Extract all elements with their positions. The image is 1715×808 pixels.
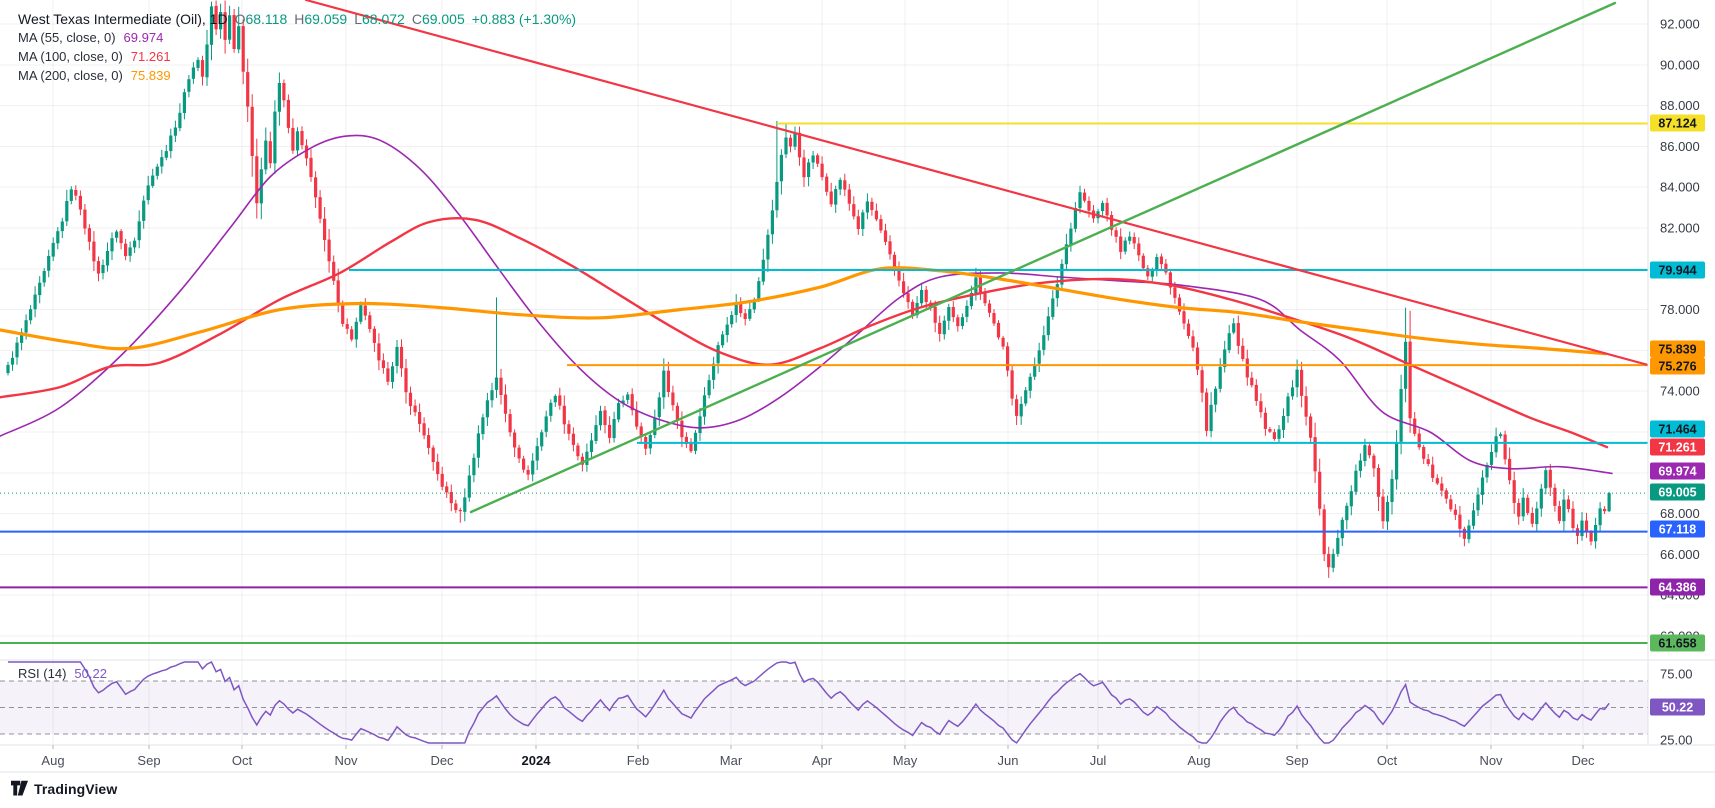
tradingview-logo-text: TradingView [34, 780, 118, 797]
svg-text:69.005: 69.005 [1658, 486, 1696, 500]
svg-text:Oct: Oct [232, 753, 253, 768]
svg-text:88.000: 88.000 [1660, 98, 1700, 113]
svg-text:66.000: 66.000 [1660, 547, 1700, 562]
svg-text:82.000: 82.000 [1660, 221, 1700, 236]
svg-text:Jul: Jul [1090, 753, 1107, 768]
svg-text:25.00: 25.00 [1660, 733, 1693, 748]
axis-price-label: 69.974 [1650, 462, 1705, 480]
time-axis[interactable]: Aug Sep Oct Nov Dec 2024 Feb Mar Apr May Jun Jul Aug… [0, 744, 1715, 773]
axis-price-label: 61.658 [1650, 634, 1705, 652]
svg-text:Dec: Dec [1571, 753, 1595, 768]
svg-text:90.000: 90.000 [1660, 57, 1700, 72]
candlestick-series[interactable] [6, 0, 1611, 578]
svg-text:50.22: 50.22 [1662, 701, 1693, 715]
svg-text:Nov: Nov [1479, 753, 1503, 768]
svg-text:79.944: 79.944 [1658, 264, 1696, 278]
ma-line-100[interactable] [0, 217, 1609, 449]
ma-line-55[interactable] [0, 134, 1613, 475]
svg-text:May: May [893, 753, 918, 768]
svg-text:75.276: 75.276 [1658, 360, 1696, 374]
axis-price-label: 71.261 [1650, 438, 1705, 456]
svg-text:2024: 2024 [522, 753, 552, 768]
svg-text:68.000: 68.000 [1660, 506, 1700, 521]
svg-text:84.000: 84.000 [1660, 180, 1700, 195]
ma-line-200[interactable] [0, 266, 1607, 356]
svg-text:Mar: Mar [720, 753, 743, 768]
svg-text:69.974: 69.974 [1658, 465, 1696, 479]
svg-text:67.118: 67.118 [1659, 523, 1697, 537]
tradingview-logo-icon [11, 780, 28, 796]
svg-text:Sep: Sep [137, 753, 160, 768]
svg-text:75.00: 75.00 [1660, 667, 1693, 682]
rsi-line[interactable] [8, 661, 1610, 744]
svg-text:92.000: 92.000 [1660, 17, 1700, 32]
svg-text:61.658: 61.658 [1658, 637, 1696, 651]
svg-text:Aug: Aug [1187, 753, 1210, 768]
tradingview-branding[interactable]: TradingView [10, 780, 117, 797]
axis-price-label: 67.118 [1650, 520, 1705, 538]
horizontal-level-lines[interactable] [0, 122, 1648, 644]
svg-text:86.000: 86.000 [1660, 139, 1700, 154]
axis-price-label: 75.839 [1650, 340, 1705, 358]
svg-text:87.124: 87.124 [1658, 117, 1696, 131]
svg-text:Aug: Aug [41, 753, 64, 768]
svg-text:78.000: 78.000 [1660, 302, 1700, 317]
axis-price-label: 79.944 [1650, 261, 1705, 279]
axis-price-label: 71.464 [1650, 420, 1705, 438]
axis-price-label: 75.276 [1650, 357, 1705, 375]
svg-text:71.261: 71.261 [1658, 441, 1696, 455]
axis-price-label: 69.005 [1650, 483, 1705, 501]
svg-text:Apr: Apr [812, 753, 833, 768]
svg-text:74.000: 74.000 [1660, 384, 1700, 399]
svg-text:Feb: Feb [627, 753, 649, 768]
svg-text:Nov: Nov [334, 753, 358, 768]
svg-text:Jun: Jun [998, 753, 1019, 768]
svg-text:Dec: Dec [430, 753, 454, 768]
axis-price-label: 64.386 [1650, 578, 1705, 596]
axis-price-label: 50.22 [1650, 698, 1705, 716]
svg-text:64.386: 64.386 [1658, 581, 1696, 595]
svg-text:Oct: Oct [1377, 753, 1398, 768]
trendline-ascending-support[interactable] [469, 1, 1617, 514]
svg-text:75.839: 75.839 [1658, 343, 1696, 357]
trendline-descending-resistance[interactable] [304, 0, 1648, 367]
svg-text:71.464: 71.464 [1658, 423, 1696, 437]
svg-text:Sep: Sep [1285, 753, 1308, 768]
price-axis[interactable]: 92.000 90.000 88.000 86.000 84.000 82.000 78.0… [1647, 0, 1715, 772]
axis-price-label: 87.124 [1650, 114, 1705, 132]
